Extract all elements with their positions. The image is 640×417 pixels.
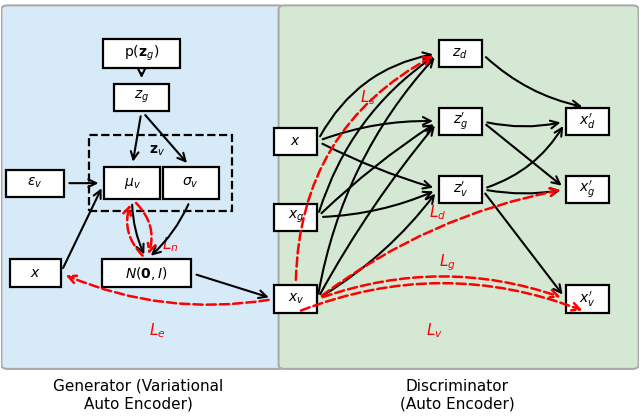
FancyBboxPatch shape bbox=[102, 259, 191, 286]
Text: Generator (Variational
Auto Encoder): Generator (Variational Auto Encoder) bbox=[53, 379, 223, 411]
FancyBboxPatch shape bbox=[438, 108, 482, 135]
Text: Discriminator
(Auto Encoder): Discriminator (Auto Encoder) bbox=[399, 379, 515, 411]
FancyBboxPatch shape bbox=[274, 203, 317, 231]
FancyBboxPatch shape bbox=[163, 167, 219, 199]
Text: $\mu_v$: $\mu_v$ bbox=[124, 176, 140, 191]
Text: $L_g$: $L_g$ bbox=[439, 253, 456, 274]
FancyBboxPatch shape bbox=[1, 5, 285, 369]
Text: $z_g$: $z_g$ bbox=[134, 89, 149, 106]
FancyBboxPatch shape bbox=[566, 285, 609, 313]
Text: $z_g'$: $z_g'$ bbox=[452, 111, 468, 132]
Text: $z_v'$: $z_v'$ bbox=[452, 180, 468, 199]
FancyBboxPatch shape bbox=[278, 5, 639, 369]
FancyBboxPatch shape bbox=[274, 285, 317, 313]
FancyBboxPatch shape bbox=[438, 40, 482, 67]
Text: $x_g'$: $x_g'$ bbox=[579, 178, 596, 200]
FancyBboxPatch shape bbox=[103, 39, 180, 68]
Text: $L_e$: $L_e$ bbox=[149, 322, 166, 340]
FancyBboxPatch shape bbox=[566, 108, 609, 135]
Text: $L_v$: $L_v$ bbox=[426, 322, 443, 340]
FancyBboxPatch shape bbox=[566, 176, 609, 203]
Text: $\epsilon_v$: $\epsilon_v$ bbox=[28, 176, 43, 190]
Text: $z_d$: $z_d$ bbox=[452, 46, 468, 60]
Text: $x_v'$: $x_v'$ bbox=[579, 289, 596, 309]
FancyBboxPatch shape bbox=[6, 170, 64, 197]
Text: $x_g$: $x_g$ bbox=[287, 209, 304, 225]
FancyBboxPatch shape bbox=[104, 167, 160, 199]
Text: $x$: $x$ bbox=[291, 134, 301, 148]
FancyBboxPatch shape bbox=[115, 84, 169, 111]
FancyBboxPatch shape bbox=[438, 176, 482, 203]
Text: $L_n$: $L_n$ bbox=[162, 236, 179, 254]
Text: $L_s$: $L_s$ bbox=[360, 88, 376, 107]
Text: $\mathrm{p}(\mathbf{z}_g)$: $\mathrm{p}(\mathbf{z}_g)$ bbox=[124, 44, 159, 63]
Text: $x_d'$: $x_d'$ bbox=[579, 112, 596, 131]
Text: $L_d$: $L_d$ bbox=[429, 204, 447, 222]
Text: $\mathbf{z}_v$: $\mathbf{z}_v$ bbox=[150, 144, 166, 158]
Text: $\sigma_v$: $\sigma_v$ bbox=[182, 176, 199, 190]
FancyBboxPatch shape bbox=[274, 128, 317, 155]
Text: $N(\mathbf{0},I)$: $N(\mathbf{0},I)$ bbox=[125, 264, 168, 281]
FancyBboxPatch shape bbox=[10, 259, 61, 286]
Text: $x$: $x$ bbox=[30, 266, 40, 280]
Text: $x_v$: $x_v$ bbox=[287, 292, 304, 306]
